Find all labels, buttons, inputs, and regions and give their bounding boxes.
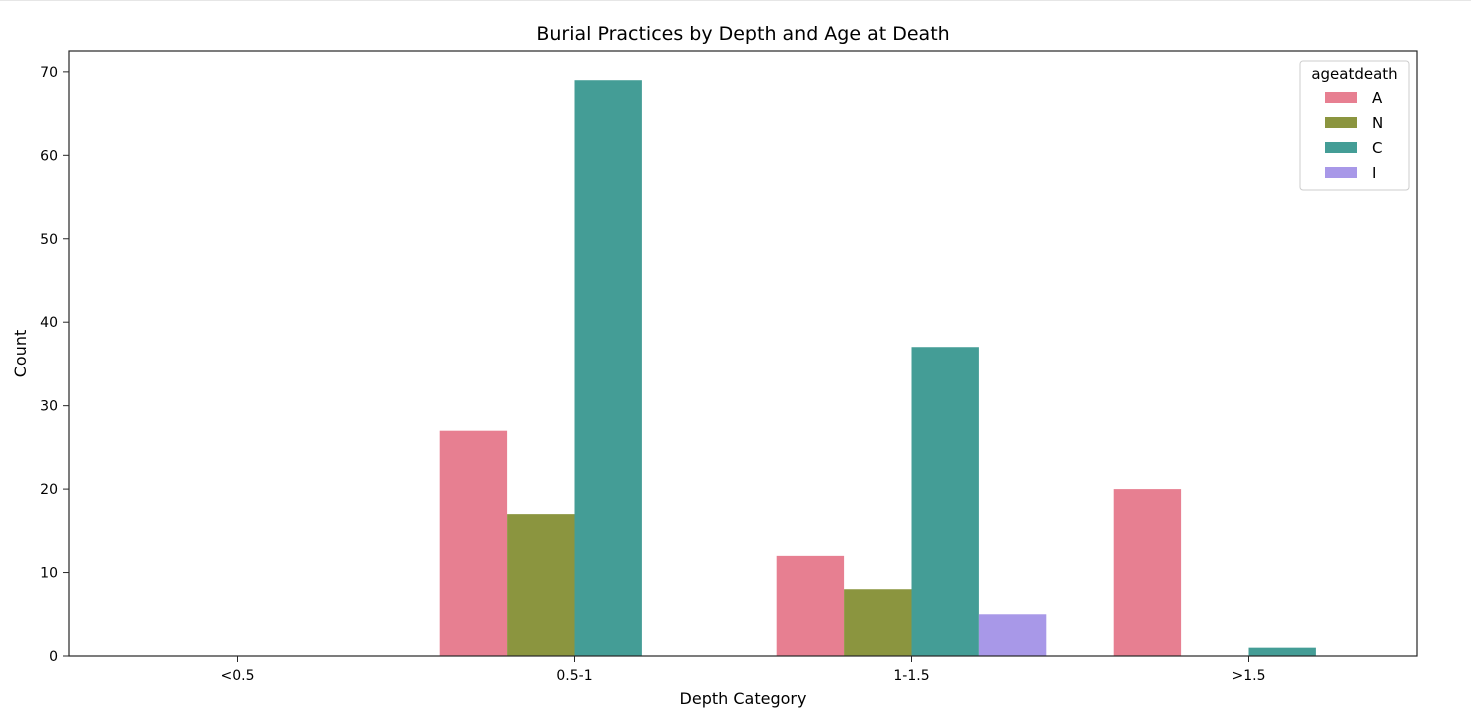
bar-A-0.5-1 [439, 430, 508, 656]
legend-swatch-C [1325, 142, 1357, 153]
legend-label-C: C [1372, 139, 1382, 157]
y-tick-label: 0 [49, 649, 58, 665]
bar-N-0.5-1 [507, 514, 575, 656]
y-tick-label: 50 [40, 232, 58, 248]
bar-I-1-1.5 [978, 614, 1047, 656]
bar-A-1-1.5 [776, 555, 845, 656]
x-axis-label: Depth Category [680, 689, 807, 708]
x-tick-label: >1.5 [1232, 668, 1266, 684]
y-axis-label: Count [11, 330, 30, 378]
legend-swatch-I [1325, 167, 1357, 178]
legend-label-I: I [1372, 164, 1376, 182]
legend-label-N: N [1372, 114, 1383, 132]
y-tick-label: 30 [40, 399, 58, 415]
plot-frame [68, 50, 1418, 657]
legend-swatch-A [1325, 92, 1357, 103]
chart-title: Burial Practices by Depth and Age at Dea… [536, 23, 949, 45]
x-tick-label: 0.5-1 [556, 668, 592, 684]
x-tick-label: <0.5 [221, 668, 255, 684]
x-tick-label: 1-1.5 [893, 668, 929, 684]
y-tick-label: 60 [40, 148, 58, 164]
legend-swatch-N [1325, 117, 1357, 128]
bars-group [439, 80, 1316, 656]
legend-title: ageatdeath [1311, 65, 1397, 83]
x-axis: <0.5 0.5-1 1-1.5 >1.5 [221, 656, 1266, 684]
y-tick-label: 40 [40, 315, 58, 331]
y-tick-label: 20 [40, 482, 58, 498]
y-tick-label: 70 [40, 65, 58, 81]
top-divider [0, 0, 1471, 1]
bar-A->1.5 [1113, 489, 1182, 656]
y-axis: 0 10 20 30 40 50 60 70 [40, 65, 69, 665]
bar-C->1.5 [1248, 647, 1316, 656]
y-tick-label: 10 [40, 566, 58, 582]
bar-C-0.5-1 [574, 80, 642, 656]
bar-C-1-1.5 [911, 347, 979, 656]
bar-N-1-1.5 [844, 589, 912, 656]
legend-label-A: A [1372, 89, 1383, 107]
